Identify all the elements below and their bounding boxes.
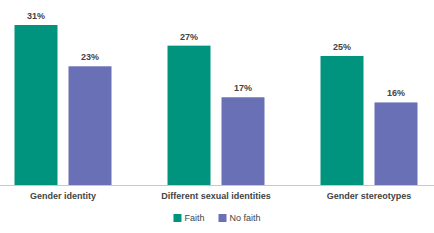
chart: 31% 27% 25% 23% 17% 16% Gender identity Differe… xyxy=(0,0,434,233)
data-labels: 31% 27% 25% 23% 17% 16% xyxy=(27,11,405,98)
legend-item: No faith xyxy=(218,213,260,223)
axis-line xyxy=(0,185,434,186)
data-label: 27% xyxy=(180,32,198,42)
tick-label: Gender stereotypes xyxy=(327,191,412,201)
tick: Gender identity xyxy=(30,191,96,201)
bar xyxy=(168,46,211,185)
data-label: 31% xyxy=(27,11,45,21)
tick: Gender stereotypes xyxy=(327,191,412,201)
legend: Faith No faith xyxy=(173,213,260,223)
bars xyxy=(15,25,418,185)
data-label: 23% xyxy=(81,52,99,62)
legend-item: Faith xyxy=(173,213,204,223)
legend-swatch xyxy=(218,214,226,222)
tick-label: Different sexual identities xyxy=(161,191,271,201)
bar xyxy=(321,56,364,185)
tick-label: Gender identity xyxy=(30,191,96,201)
bar xyxy=(375,102,418,185)
legend-swatch xyxy=(173,214,181,222)
tick: Different sexual identities xyxy=(161,191,271,201)
data-label: 25% xyxy=(333,42,351,52)
bar xyxy=(222,97,265,185)
data-label: 17% xyxy=(234,83,252,93)
data-label: 16% xyxy=(387,88,405,98)
legend-label: Faith xyxy=(184,213,204,223)
x-axis: Gender identity Different sexual identiti… xyxy=(0,186,434,202)
legend-label: No faith xyxy=(229,213,260,223)
bar xyxy=(15,25,58,185)
bar xyxy=(69,66,112,185)
